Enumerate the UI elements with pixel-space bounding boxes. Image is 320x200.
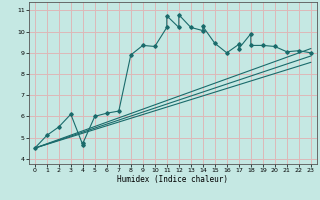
X-axis label: Humidex (Indice chaleur): Humidex (Indice chaleur) — [117, 175, 228, 184]
